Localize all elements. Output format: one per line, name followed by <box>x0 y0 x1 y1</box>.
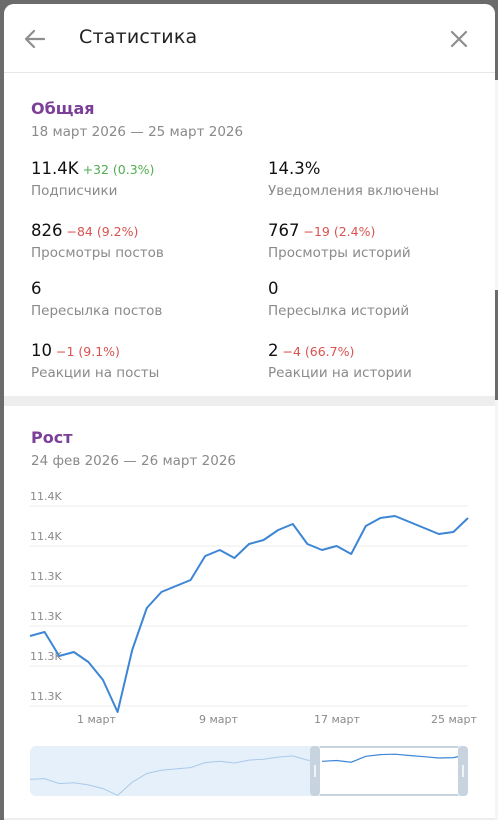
stat-value: 11.4K +32 (0.3%) <box>31 159 154 178</box>
stat-item: 14.3% Уведомления включены <box>268 159 439 199</box>
stat-delta: −1 (9.1%) <box>56 344 120 359</box>
navigator-top-border <box>320 746 458 748</box>
stat-item: 11.4K +32 (0.3%) Подписчики <box>31 159 154 199</box>
navigator-selected-line <box>321 753 469 763</box>
growth-chart[interactable]: 11.4K 11.4K 11.3K 11.3K 11.3K 11.3K 1 март 9 ма… <box>4 476 495 816</box>
growth-series-line <box>29 515 469 713</box>
stat-item: 767 −19 (2.4%) Просмотры историй <box>268 221 411 261</box>
overview-date-range: 18 март 2026 — 25 март 2026 <box>31 124 244 140</box>
stat-number: 0 <box>268 279 279 298</box>
stat-value: 826 −84 (9.2%) <box>31 221 164 240</box>
y-tick-label: 11.4K <box>30 530 62 543</box>
stat-number: 767 <box>268 221 300 240</box>
back-button[interactable] <box>20 24 50 54</box>
stat-value: 0 <box>268 279 409 298</box>
stat-value: 767 −19 (2.4%) <box>268 221 411 240</box>
stat-item: 6 Пересылка постов <box>31 279 162 319</box>
background-strip <box>492 400 498 820</box>
close-button[interactable] <box>444 24 474 54</box>
navigator-bottom-border <box>320 794 458 796</box>
growth-section: Рост 24 фев 2026 — 26 март 2026 11.4K 11.… <box>4 406 495 818</box>
x-tick-label: 17 март <box>314 713 361 726</box>
stat-label: Пересылка постов <box>31 303 163 319</box>
stat-delta: −4 (66.7%) <box>282 344 355 359</box>
stat-item: 826 −84 (9.2%) Просмотры постов <box>31 221 164 261</box>
stat-label: Уведомления включены <box>268 183 440 199</box>
stat-label: Подписчики <box>31 183 118 199</box>
stat-label: Просмотры историй <box>268 245 411 261</box>
y-tick-label: 11.3K <box>30 650 62 663</box>
stat-label: Реакции на посты <box>31 365 160 381</box>
x-tick-label: 9 март <box>199 713 239 726</box>
stat-number: 6 <box>31 279 42 298</box>
close-icon <box>450 30 468 48</box>
x-tick-label: 1 март <box>77 713 117 726</box>
stat-number: 2 <box>268 341 279 360</box>
stat-value: 14.3% <box>268 159 439 178</box>
overview-title: Общая <box>31 99 95 118</box>
overview-section: Общая 18 март 2026 — 25 март 2026 11.4K +… <box>4 73 495 396</box>
stat-value: 2 −4 (66.7%) <box>268 341 412 360</box>
y-tick-label: 11.3K <box>30 690 62 703</box>
y-tick-label: 11.3K <box>30 610 62 623</box>
stat-number: 10 <box>31 341 52 360</box>
x-tick-label: 25 март <box>431 713 478 726</box>
stat-item: 0 Пересылка историй <box>268 279 409 319</box>
navigator-selection[interactable] <box>318 748 460 794</box>
y-tick-label: 11.3K <box>30 570 62 583</box>
stat-delta: −19 (2.4%) <box>303 224 376 239</box>
stat-item: 10 −1 (9.1%) Реакции на посты <box>31 341 159 381</box>
stat-label: Пересылка историй <box>268 303 410 319</box>
growth-date-range: 24 фев 2026 — 26 март 2026 <box>31 453 237 469</box>
stat-label: Просмотры постов <box>31 245 164 261</box>
stat-value: 6 <box>31 279 162 298</box>
stat-delta: +32 (0.3%) <box>82 162 155 177</box>
stat-delta: −84 (9.2%) <box>66 224 139 239</box>
y-tick-label: 11.4K <box>30 490 62 503</box>
background-strip <box>492 80 498 290</box>
header: Статистика <box>4 4 495 73</box>
stat-number: 826 <box>31 221 63 240</box>
stat-number: 14.3% <box>268 159 321 178</box>
stat-value: 10 −1 (9.1%) <box>31 341 159 360</box>
statistics-panel: Статистика Общая 18 март 2026 — 25 март … <box>4 4 495 820</box>
arrow-left-icon <box>24 29 46 49</box>
page-title: Статистика <box>79 26 198 48</box>
stat-item: 2 −4 (66.7%) Реакции на истории <box>268 341 412 381</box>
stat-number: 11.4K <box>31 159 79 178</box>
stat-label: Реакции на истории <box>268 365 412 381</box>
growth-title: Рост <box>31 428 73 447</box>
